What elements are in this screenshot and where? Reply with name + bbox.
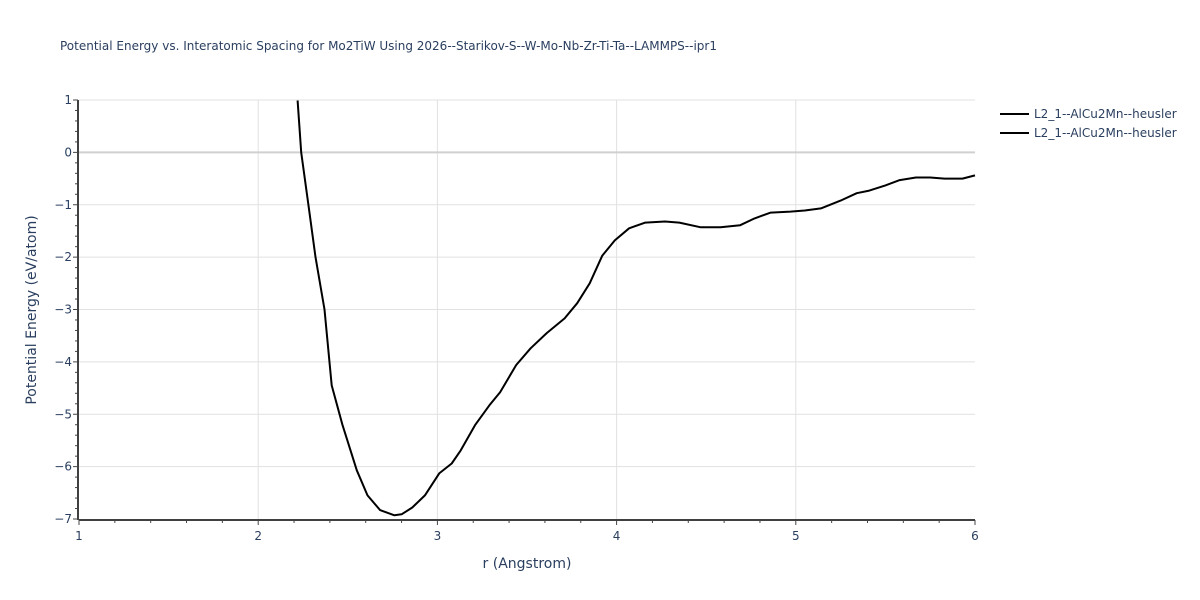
legend-label: L2_1--AlCu2Mn--heusler [1034, 126, 1177, 140]
axes: 1 2 3 4 5 6 1 0 −1 −2 −3 −4 −5 −6 −7 [54, 93, 979, 543]
y-tick-label: −1 [54, 198, 72, 212]
y-tick-label: 0 [64, 145, 72, 159]
energy-curve[interactable] [296, 100, 976, 517]
y-tick-label: −7 [54, 512, 72, 526]
x-tick-label: 5 [792, 529, 800, 543]
y-tick-label: −6 [54, 460, 72, 474]
x-tick-label: 3 [434, 529, 442, 543]
legend-item[interactable]: L2_1--AlCu2Mn--heusler [1000, 107, 1177, 121]
y-tick-label: −3 [54, 303, 72, 317]
chart-title: Potential Energy vs. Interatomic Spacing… [60, 39, 717, 53]
y-tick-label: −4 [54, 355, 72, 369]
legend[interactable]: L2_1--AlCu2Mn--heusler L2_1--AlCu2Mn--he… [1000, 107, 1177, 140]
x-axis-title: r (Angstrom) [483, 556, 572, 572]
legend-item[interactable]: L2_1--AlCu2Mn--heusler [1000, 126, 1177, 140]
y-tick-label: −2 [54, 250, 72, 264]
gridlines [79, 99, 975, 519]
x-tick-label: 4 [613, 529, 621, 543]
plot-area[interactable] [296, 100, 976, 517]
legend-label: L2_1--AlCu2Mn--heusler [1034, 107, 1177, 121]
x-tick-label: 2 [254, 529, 262, 543]
y-axis-title: Potential Energy (eV/atom) [24, 215, 40, 404]
x-tick-label: 1 [75, 529, 83, 543]
y-tick-label: 1 [64, 93, 72, 107]
x-tick-label: 6 [971, 529, 979, 543]
y-tick-label: −5 [54, 407, 72, 421]
